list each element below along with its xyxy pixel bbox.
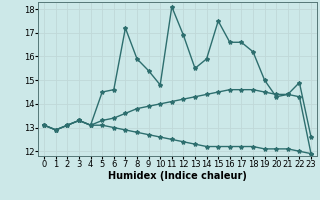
X-axis label: Humidex (Indice chaleur): Humidex (Indice chaleur) [108, 171, 247, 181]
